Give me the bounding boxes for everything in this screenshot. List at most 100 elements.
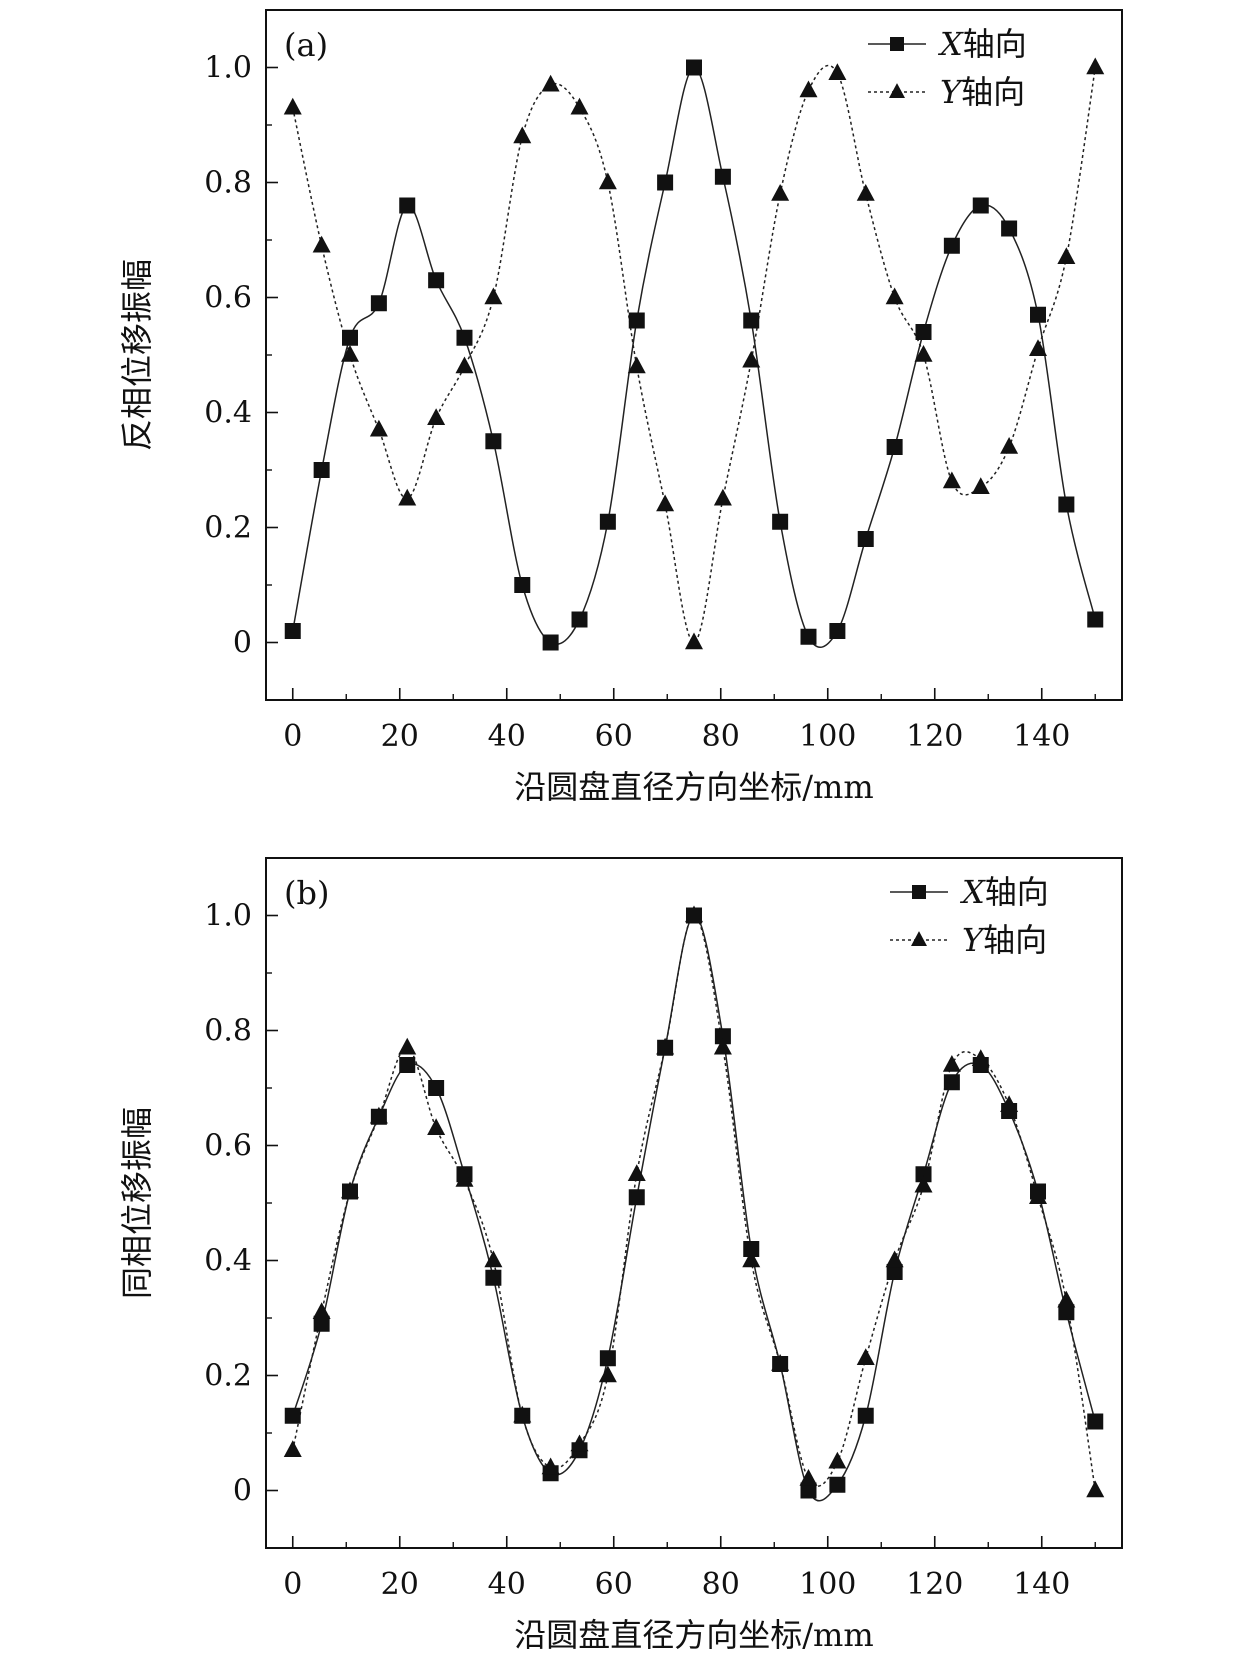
data-point-y-axis (656, 494, 675, 512)
plot-lines-a (292, 65, 1096, 648)
data-point-y-axis (627, 1164, 646, 1182)
data-point-x-axis (915, 324, 932, 340)
y-tick-label: 0.8 (204, 1014, 252, 1049)
data-point-y-axis (685, 632, 703, 650)
x-tick-label: 0 (283, 719, 302, 754)
data-point-x-axis (428, 1080, 445, 1096)
data-point-x-axis (1001, 220, 1018, 237)
data-point-x-axis (628, 1189, 645, 1206)
x-axis-title-a: 沿圆盘直径方向坐标/mm (514, 768, 873, 806)
plot-lines-b (292, 914, 1096, 1502)
data-point-y-axis (1086, 57, 1105, 75)
data-point-y-axis (570, 97, 589, 115)
data-point-x-axis (657, 174, 674, 191)
data-point-y-axis (369, 1106, 388, 1124)
legend-b: X轴向 Y轴向 (890, 873, 1049, 959)
legend-item-x-axis: X轴向 (868, 25, 1027, 63)
data-point-y-axis (340, 1181, 359, 1199)
data-point-y-axis (799, 1468, 818, 1486)
data-point-x-axis (456, 329, 473, 346)
data-point-x-axis (399, 197, 416, 214)
y-tick-label: 0 (233, 626, 252, 661)
x-tick-label: 20 (381, 1567, 419, 1602)
data-point-y-axis (856, 1348, 875, 1366)
svg-text:X轴向: X轴向 (959, 873, 1049, 911)
data-point-x-axis (428, 272, 445, 289)
y-tick-label: 0 (233, 1474, 252, 1509)
data-point-y-axis (942, 471, 961, 489)
data-point-y-axis (455, 356, 474, 374)
data-point-x-axis (485, 1269, 502, 1286)
data-point-y-axis (799, 80, 818, 98)
data-point-x-axis (829, 1476, 846, 1493)
data-point-x-axis (714, 1028, 731, 1045)
legend-square-marker (890, 37, 904, 51)
y-tick-label: 1.0 (204, 899, 252, 934)
data-point-y-axis (1000, 1095, 1019, 1113)
data-point-x-axis (686, 59, 702, 76)
legend-x-rest: 轴向 (985, 873, 1049, 911)
data-point-x-axis (1058, 1304, 1075, 1321)
data-point-x-axis (1087, 611, 1104, 628)
data-point-x-axis (370, 295, 387, 312)
legend-square-marker-icon (890, 37, 904, 51)
data-point-y-axis (713, 1037, 732, 1055)
y-tick-label: 0.8 (204, 166, 252, 201)
data-point-y-axis (742, 350, 761, 368)
data-point-y-axis (1086, 1480, 1105, 1498)
legend-square-marker-icon (912, 885, 926, 899)
x-tick-label: 60 (595, 719, 633, 754)
x-tick-label: 20 (381, 719, 419, 754)
x-tick-label: 40 (488, 719, 526, 754)
data-point-y-axis (398, 488, 417, 506)
data-point-y-axis (1000, 436, 1019, 454)
data-point-x-axis (943, 237, 960, 254)
x-tick-label: 80 (702, 1567, 740, 1602)
legend-x-italic: X (959, 873, 986, 911)
data-point-x-axis (284, 1407, 301, 1424)
legend-y-italic: Y (962, 921, 986, 959)
y-tick-label: 0.2 (204, 511, 252, 546)
data-point-x-axis (628, 312, 645, 329)
y-tick-label: 0.6 (204, 281, 252, 316)
legend-y-rest: 轴向 (983, 921, 1047, 959)
legend-x-rest: 轴向 (963, 25, 1027, 63)
data-point-y-axis (971, 477, 990, 495)
data-point-x-axis (599, 1350, 616, 1367)
y-axis-title-b: 同相位移振幅 (118, 1107, 156, 1299)
y-axis-title-a: 反相位移振幅 (118, 259, 156, 451)
data-point-y-axis (942, 1054, 961, 1072)
legend-y-italic: Y (940, 73, 964, 111)
data-point-x-axis (857, 531, 874, 547)
data-point-x-axis (1030, 306, 1047, 323)
legend-square-marker (912, 885, 926, 899)
data-point-y-axis (427, 1118, 446, 1136)
legend-item-x-axis: X轴向 (890, 873, 1049, 911)
x-axis-title-b: 沿圆盘直径方向坐标/mm (514, 1616, 873, 1654)
data-point-x-axis (1058, 496, 1075, 513)
data-point-y-axis (885, 287, 904, 305)
data-point-x-axis (743, 312, 760, 329)
data-point-y-axis (856, 183, 875, 201)
data-point-y-axis (828, 63, 847, 81)
data-point-x-axis (485, 433, 502, 450)
data-point-y-axis (771, 183, 790, 201)
legend-triangle-marker-icon (911, 931, 927, 947)
series-line-x (292, 914, 1096, 1502)
data-point-x-axis (514, 577, 531, 593)
x-tick-label: 100 (799, 719, 856, 754)
data-point-y-axis (1029, 1187, 1048, 1205)
data-point-y-axis (541, 74, 560, 92)
plot-frame-a (265, 9, 1123, 701)
data-point-x-axis (313, 462, 330, 478)
data-point-y-axis (771, 1353, 790, 1371)
plot-markers-b (283, 905, 1105, 1499)
x-tick-label: 120 (906, 1567, 963, 1602)
data-point-y-axis (283, 97, 302, 115)
data-point-y-axis (656, 1037, 675, 1055)
data-point-y-axis (828, 1451, 847, 1469)
y-tick-label: 0.4 (204, 1244, 252, 1279)
data-point-y-axis (742, 1250, 761, 1268)
data-point-x-axis (399, 1057, 416, 1073)
